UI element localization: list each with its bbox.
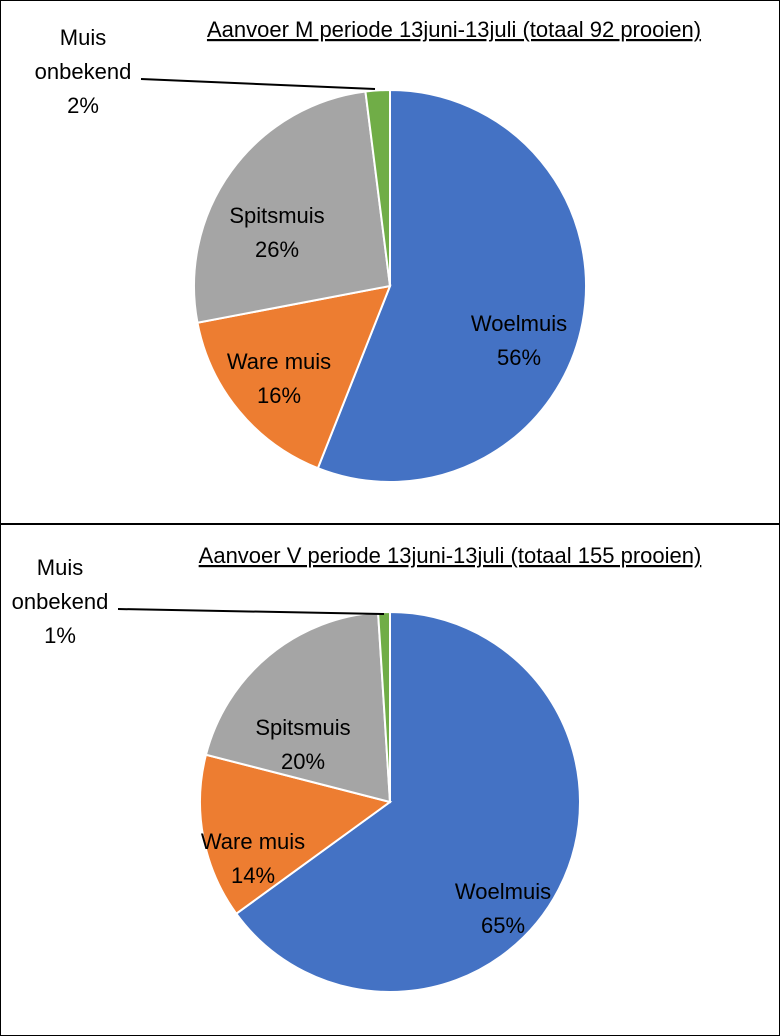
slice-value-label: 1% [44,623,76,648]
slice-value-label: 56% [497,345,541,370]
leader-line [140,78,376,90]
slice-value-label: 26% [255,237,299,262]
chart-title: Aanvoer V periode 13juni-13juli (totaal … [199,543,702,568]
pie-slice-ware-muis [196,284,392,470]
slice-name-label: Muis [37,555,83,580]
pie-slices [193,88,587,483]
slice-name-label: onbekend [35,59,132,84]
slice-name-label: Spitsmuis [255,715,350,740]
pie-slice-muis-onbekend [377,610,391,803]
chart-title: Aanvoer M periode 13juni-13juli (totaal … [207,17,701,42]
pie-slice-muis-onbekend [364,88,391,287]
slice-value-label: 14% [231,863,275,888]
leader-line [117,608,385,615]
slice-value-label: 2% [67,93,99,118]
pie-slices [199,610,581,993]
pie-labels: Woelmuis 56% Ware muis 16% Spitsmuis 26% Muis o… [35,25,567,408]
pie-slice-ware-muis [199,753,393,916]
pie-chart-v: Aanvoer V periode 13juni-13juli (totaal … [12,543,702,993]
slice-value-label: 65% [481,913,525,938]
pie-slice-spitsmuis [204,611,392,804]
slice-name-label: Woelmuis [455,879,551,904]
slice-value-label: 16% [257,383,301,408]
slice-name-label: Ware muis [201,829,305,854]
pie-slice-woelmuis [234,610,581,993]
slice-name-label: Muis [60,25,106,50]
pie-slice-woelmuis [316,88,587,483]
slice-name-label: Ware muis [227,349,331,374]
pie-slice-spitsmuis [193,90,392,324]
slice-name-label: onbekend [12,589,109,614]
pie-chart-panel-v: Aanvoer V periode 13juni-13juli (totaal … [0,524,780,1036]
slice-value-label: 20% [281,749,325,774]
pie-chart-panel-m: Aanvoer M periode 13juni-13juli (totaal … [0,0,780,524]
slice-name-label: Spitsmuis [229,203,324,228]
pie-chart-m: Aanvoer M periode 13juni-13juli (totaal … [35,17,701,483]
pie-labels: Woelmuis 65% Ware muis 14% Spitsmuis 20% Muis o… [12,555,551,938]
slice-name-label: Woelmuis [471,311,567,336]
